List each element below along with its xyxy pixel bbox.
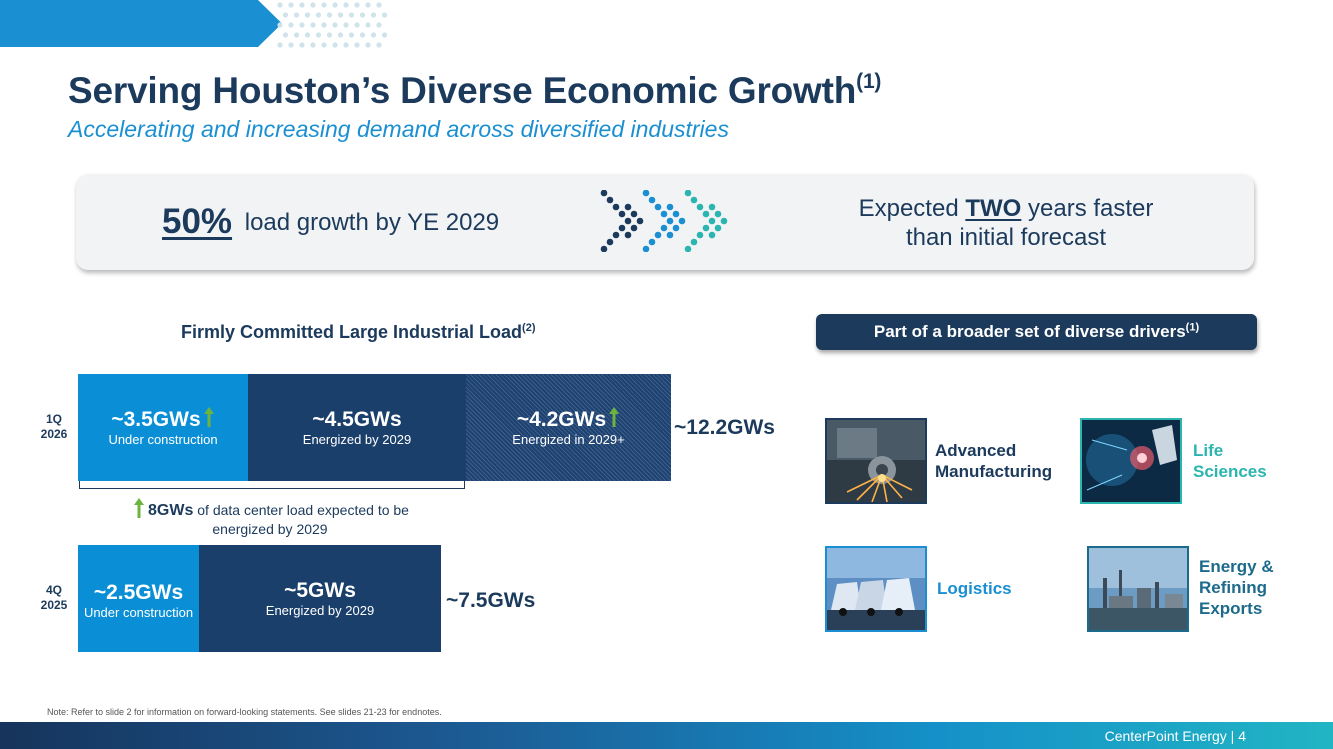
top-banner-shape — [0, 0, 282, 47]
logistics-photo-icon — [825, 546, 927, 632]
refinery-photo-icon — [1087, 546, 1189, 632]
bar-segment-1q2026-under-construction: ~3.5GWs Under construction — [78, 374, 248, 481]
driver-label-advanced-manufacturing: Advanced Manufacturing — [935, 441, 1053, 481]
row-label-1q-2026: 1Q 2026 — [40, 412, 68, 441]
footer-bar — [0, 722, 1333, 749]
bar-segment-1q2026-energized-2029: ~4.5GWs Energized by 2029 — [248, 374, 466, 481]
load-growth-text: load growth by YE 2029 — [244, 209, 500, 236]
top-dots-pattern — [277, 2, 388, 48]
footnote: Note: Refer to slide 2 for information o… — [47, 707, 442, 717]
driver-label-life-sciences: Life Sciences — [1193, 441, 1267, 481]
green-up-arrow-icon — [203, 407, 214, 427]
life-sciences-photo-icon — [1080, 418, 1182, 504]
bar-value-label: ~2.5GWs — [93, 581, 184, 604]
drivers-title-pill: Part of a broader set of diverse drivers… — [816, 314, 1257, 350]
bar-value-label: ~3.5GWs — [111, 408, 201, 431]
forecast-statement: Expected TWO years faster than initial f… — [858, 195, 1154, 251]
bar-value-label: ~5GWs — [284, 579, 356, 602]
page-title: Serving Houston’s Diverse Economic Growt… — [68, 69, 882, 111]
bar-status-label: Under construction — [108, 432, 218, 447]
page-subtitle: Accelerating and increasing demand acros… — [68, 116, 729, 142]
data-center-note: 8GWs of data center load expected to be … — [100, 497, 440, 539]
driver-label-logistics: Logistics — [937, 579, 1012, 598]
bar-segment-4q2025-under-construction: ~2.5GWs Under construction — [78, 545, 199, 652]
bar-status-label: Energized in 2029+ — [512, 432, 625, 447]
chart-title: Firmly Committed Large Industrial Load(2… — [181, 322, 536, 342]
bar-status-label: Energized by 2029 — [265, 603, 375, 618]
bar-value-label: ~4.2GWs — [516, 408, 607, 431]
green-up-arrow-icon — [609, 407, 620, 427]
bar-segment-4q2025-energized-2029: ~5GWs Energized by 2029 — [199, 545, 441, 652]
bar-status-label: Energized by 2029 — [302, 432, 412, 447]
growth-callout: 50% load growth by YE 2029 Expected TWO … — [76, 174, 1254, 270]
bar-status-label: Under construction — [83, 605, 194, 620]
bar-segment-1q2026-energized-2029-plus: ~4.2GWs Energized in 2029+ — [466, 374, 671, 481]
two-emphasis: TWO — [965, 195, 1022, 222]
green-up-arrow-icon — [134, 498, 145, 518]
data-center-bracket — [79, 481, 465, 489]
load-growth-percent: 50% — [162, 202, 233, 241]
manufacturing-photo-icon — [825, 418, 927, 504]
bar-value-label: ~4.5GWs — [312, 408, 402, 431]
footer-company-page: CenterPoint Energy | 4 — [1104, 728, 1246, 744]
chevron-dots-icon — [600, 190, 728, 252]
row-label-4q-2025: 4Q 2025 — [40, 583, 68, 612]
load-growth-statement: 50% load growth by YE 2029 — [162, 202, 499, 242]
row-total-1q-2026: ~12.2GWs — [674, 416, 775, 439]
row-total-4q-2025: ~7.5GWs — [446, 589, 536, 612]
driver-label-energy-refining-exports: Energy & Refining Exports — [1199, 557, 1274, 618]
